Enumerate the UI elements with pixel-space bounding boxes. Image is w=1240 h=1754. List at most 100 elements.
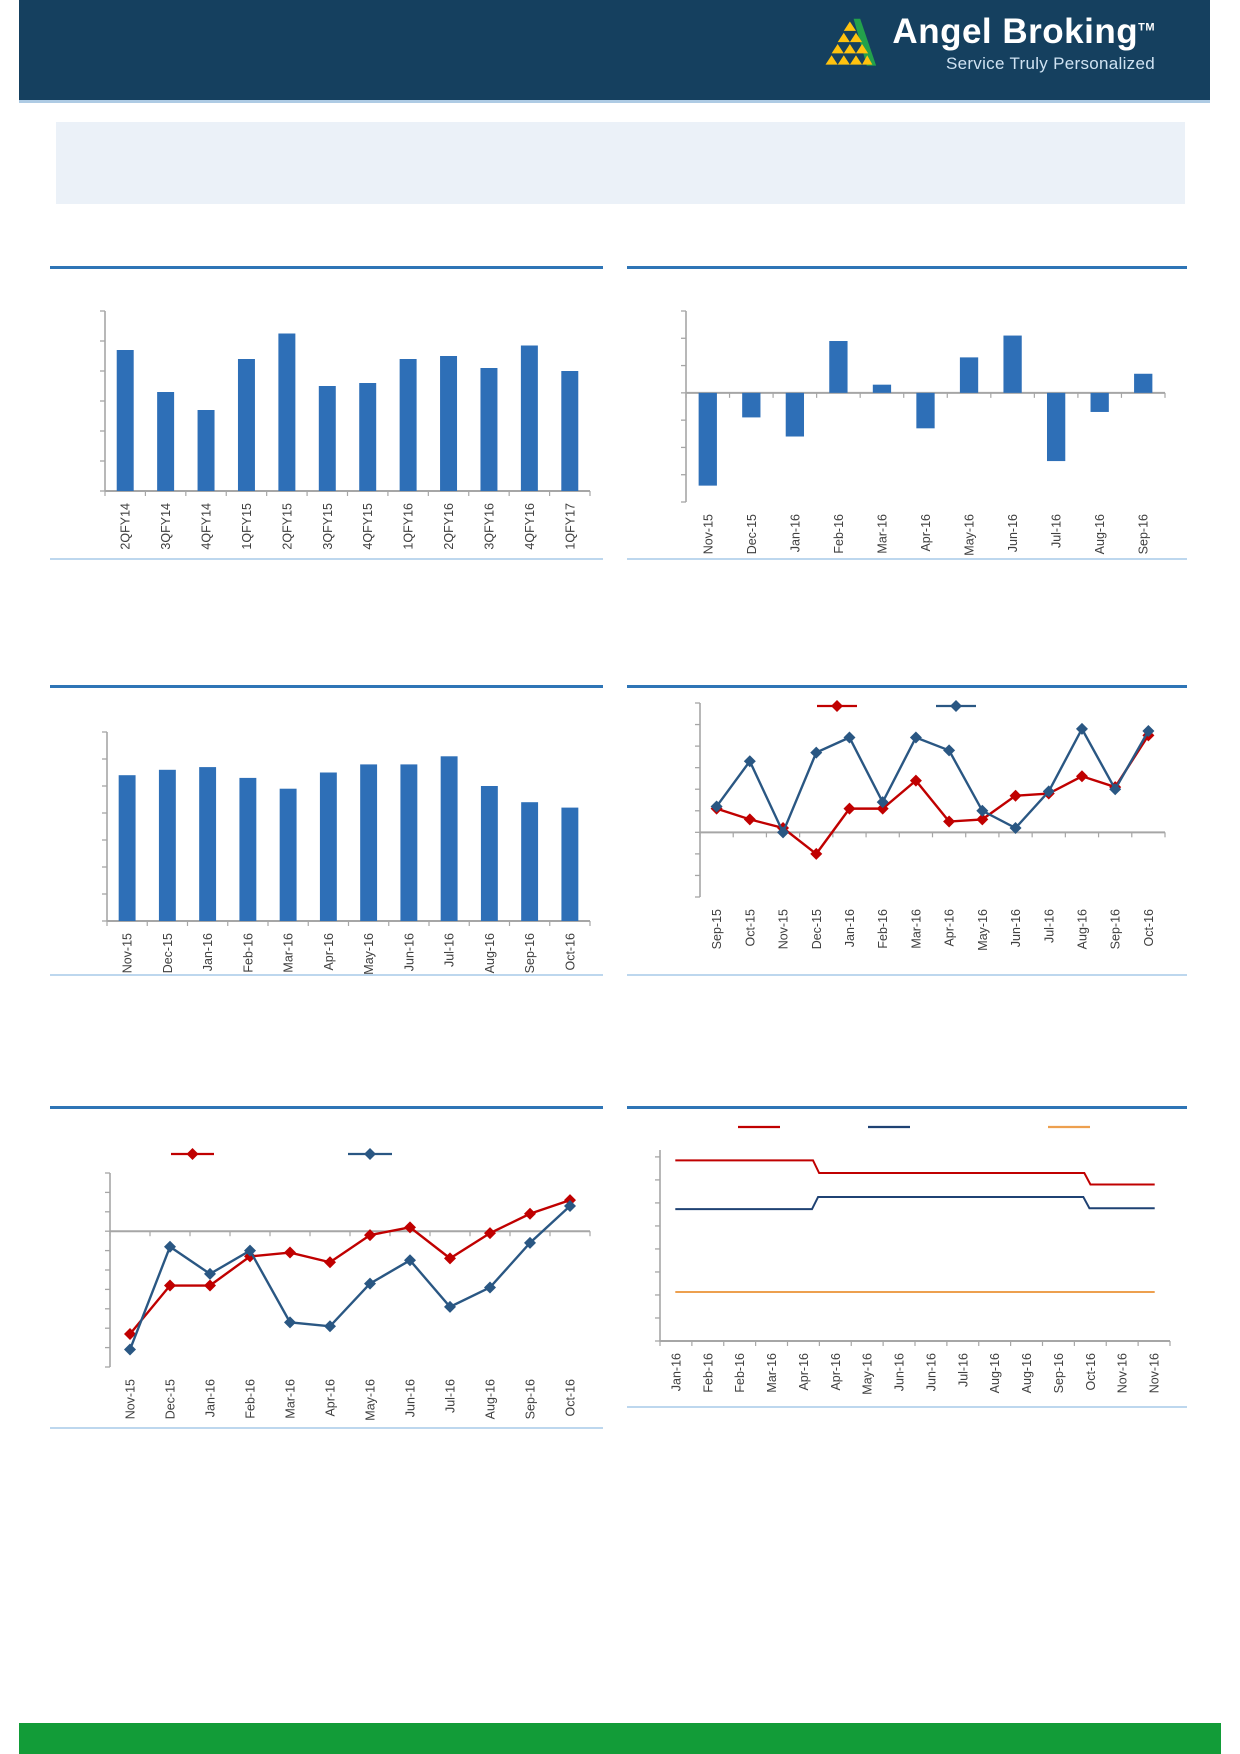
svg-text:Feb-16: Feb-16 — [832, 514, 846, 554]
svg-text:Apr-16: Apr-16 — [322, 933, 336, 971]
brand-tagline: Service Truly Personalized — [945, 53, 1155, 73]
svg-text:2QFY15: 2QFY15 — [280, 503, 294, 550]
bar-chart-monthly-change-canvas: Nov-15 Dec-15 Jan-16 Feb-16 Mar-16 Apr-16 May-… — [681, 310, 1166, 556]
svg-text:Jun-16: Jun-16 — [402, 933, 416, 971]
svg-text:Jun-16: Jun-16 — [1009, 909, 1023, 947]
svg-text:Jul-16: Jul-16 — [1042, 909, 1056, 943]
svg-text:Mar-16: Mar-16 — [765, 1353, 779, 1393]
svg-text:Jan-16: Jan-16 — [201, 933, 215, 971]
brand-text-block: Angel BrokingTM Service Truly Personaliz… — [892, 12, 1155, 74]
line-chart-two-series-monthly-canvas: Nov-15 Dec-15 Jan-16 Feb-16 Mar-16 Apr-16 May-… — [105, 1148, 591, 1421]
brand-name-text: Angel Broking — [892, 12, 1139, 51]
svg-text:Oct-15: Oct-15 — [743, 909, 757, 947]
brand-name: Angel BrokingTM — [892, 12, 1155, 51]
svg-text:4QFY14: 4QFY14 — [200, 503, 214, 550]
chart4-title-rule — [627, 685, 1187, 688]
footer-bar — [19, 1723, 1221, 1754]
svg-text:Jun-16: Jun-16 — [924, 1353, 938, 1391]
svg-text:Sep-16: Sep-16 — [523, 933, 537, 973]
chart3-title-rule — [50, 685, 603, 688]
svg-text:Mar-16: Mar-16 — [282, 933, 296, 973]
svg-text:3QFY16: 3QFY16 — [482, 503, 496, 550]
chart1-source-rule — [50, 558, 603, 560]
svg-text:Aug-16: Aug-16 — [483, 933, 497, 973]
svg-text:May-16: May-16 — [861, 1353, 875, 1395]
svg-text:Sep-16: Sep-16 — [524, 1379, 538, 1419]
svg-text:May-16: May-16 — [963, 514, 977, 556]
svg-text:Apr-16: Apr-16 — [943, 909, 957, 947]
svg-text:Feb-16: Feb-16 — [241, 933, 255, 973]
svg-text:Jul-16: Jul-16 — [1050, 514, 1064, 548]
svg-text:2QFY14: 2QFY14 — [119, 503, 133, 550]
svg-text:Jul-16: Jul-16 — [956, 1353, 970, 1387]
svg-text:Apr-16: Apr-16 — [919, 514, 933, 552]
header-brand-block: Angel BrokingTM Service Truly Personaliz… — [818, 12, 1155, 74]
svg-text:Dec-15: Dec-15 — [810, 909, 824, 949]
svg-text:Oct-16: Oct-16 — [563, 933, 577, 971]
bar-chart-quarterly-canvas: 2QFY14 3QFY14 4QFY14 1QFY15 2QFY15 3QFY15 4QFY… — [100, 310, 591, 550]
summary-banner — [56, 122, 1185, 204]
svg-text:Jun-16: Jun-16 — [893, 1353, 907, 1391]
svg-text:Jun-16: Jun-16 — [1006, 514, 1020, 552]
svg-text:Jun-16: Jun-16 — [404, 1379, 418, 1417]
chart5-source-rule — [50, 1427, 603, 1429]
line-chart-two-series-canvas: Sep-15 Oct-15 Nov-15 Dec-15 Jan-16 Feb-16 Mar-… — [695, 700, 1166, 951]
bar-chart-quarterly-panel: 2QFY14 3QFY14 4QFY14 1QFY15 2QFY15 3QFY15 4QFY… — [45, 270, 603, 565]
svg-text:Nov-15: Nov-15 — [701, 514, 715, 554]
svg-text:May-16: May-16 — [364, 1379, 378, 1421]
svg-text:Oct-16: Oct-16 — [1142, 909, 1156, 947]
svg-text:Aug-16: Aug-16 — [1020, 1353, 1034, 1393]
svg-text:Mar-16: Mar-16 — [875, 514, 889, 554]
svg-text:Apr-16: Apr-16 — [829, 1353, 843, 1391]
chart4-source-rule — [627, 974, 1187, 976]
chart6-source-rule — [627, 1406, 1187, 1408]
svg-text:Nov-15: Nov-15 — [777, 909, 791, 949]
chart2-source-rule — [627, 558, 1187, 560]
svg-text:Aug-16: Aug-16 — [484, 1379, 498, 1419]
svg-text:3QFY15: 3QFY15 — [321, 503, 335, 550]
svg-text:3QFY14: 3QFY14 — [159, 503, 173, 550]
svg-text:4QFY15: 4QFY15 — [361, 503, 375, 550]
bar-chart-monthly-level-panel: Nov-15 Dec-15 Jan-16 Feb-16 Mar-16 Apr-16 May-… — [45, 688, 603, 980]
svg-text:Sep-16: Sep-16 — [1109, 909, 1123, 949]
svg-text:Nov-16: Nov-16 — [1116, 1353, 1130, 1393]
header-bar: Angel BrokingTM Service Truly Personaliz… — [19, 0, 1210, 103]
svg-text:Sep-16: Sep-16 — [1137, 514, 1151, 554]
svg-text:Nov-15: Nov-15 — [121, 933, 135, 973]
svg-text:2QFY16: 2QFY16 — [442, 503, 456, 550]
svg-text:Sep-15: Sep-15 — [710, 909, 724, 949]
svg-text:4QFY16: 4QFY16 — [523, 503, 537, 550]
svg-text:1QFY15: 1QFY15 — [240, 503, 254, 550]
line-chart-two-series-monthly-panel: Nov-15 Dec-15 Jan-16 Feb-16 Mar-16 Apr-16 May-… — [45, 1109, 603, 1433]
svg-text:Feb-16: Feb-16 — [701, 1353, 715, 1393]
svg-text:Dec-15: Dec-15 — [161, 933, 175, 973]
svg-text:Jan-16: Jan-16 — [204, 1379, 218, 1417]
svg-text:Nov-16: Nov-16 — [1148, 1353, 1162, 1393]
trademark-symbol: TM — [1138, 21, 1155, 34]
step-line-chart-three-series-panel: Jan-16 Feb-16 Feb-16 Mar-16 Apr-16 Apr-16 May-… — [627, 1109, 1187, 1412]
chart5-title-rule — [50, 1106, 603, 1109]
chart6-title-rule — [627, 1106, 1187, 1109]
svg-text:Jul-16: Jul-16 — [443, 933, 457, 967]
chart3-source-rule — [50, 974, 603, 976]
angel-broking-logo-icon — [825, 18, 877, 66]
svg-text:Jan-16: Jan-16 — [788, 514, 802, 552]
svg-text:Jul-16: Jul-16 — [444, 1379, 458, 1413]
svg-text:Dec-15: Dec-15 — [745, 514, 759, 554]
svg-text:Oct-16: Oct-16 — [1084, 1353, 1098, 1391]
chart1-title-rule — [50, 266, 603, 269]
svg-text:Oct-16: Oct-16 — [564, 1379, 578, 1417]
svg-text:Jan-16: Jan-16 — [843, 909, 857, 947]
svg-text:Sep-16: Sep-16 — [1052, 1353, 1066, 1393]
svg-text:Nov-15: Nov-15 — [124, 1379, 138, 1419]
line-chart-two-series-panel: Sep-15 Oct-15 Nov-15 Dec-15 Jan-16 Feb-16 Mar-… — [627, 688, 1187, 980]
svg-text:Jan-16: Jan-16 — [669, 1353, 683, 1391]
bar-chart-monthly-level-canvas: Nov-15 Dec-15 Jan-16 Feb-16 Mar-16 Apr-16 May-… — [102, 731, 591, 975]
svg-text:Apr-16: Apr-16 — [797, 1353, 811, 1391]
svg-text:Aug-16: Aug-16 — [988, 1353, 1002, 1393]
bar-chart-monthly-change-panel: Nov-15 Dec-15 Jan-16 Feb-16 Mar-16 Apr-16 May-… — [627, 270, 1187, 565]
svg-text:Feb-16: Feb-16 — [876, 909, 890, 949]
svg-text:Aug-16: Aug-16 — [1075, 909, 1089, 949]
svg-text:Mar-16: Mar-16 — [909, 909, 923, 949]
